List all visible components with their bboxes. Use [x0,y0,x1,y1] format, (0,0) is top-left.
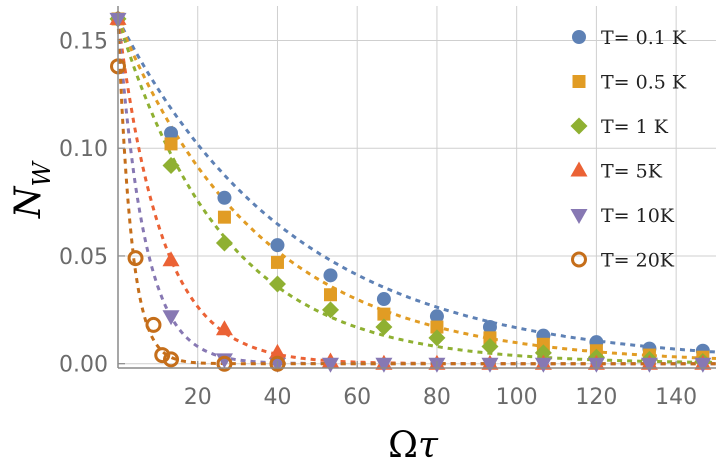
data-points [109,9,712,373]
legend-label: T= 0.1 K [601,27,687,49]
data-point [154,347,171,364]
legend-label: T= 5K [601,161,663,183]
data-point [377,307,391,321]
data-point [694,357,712,373]
data-point [376,292,391,307]
data-point [217,210,231,224]
data-point [164,126,179,141]
y-tick-label: 0.05 [59,245,108,270]
data-point [268,343,286,359]
axes [117,6,716,369]
tick-labels: 20 40 60 80 100 120 140 0.00 0.05 0.10 0.15 [59,29,697,410]
x-tick-label: 100 [496,385,538,410]
data-point [323,288,337,302]
data-point [534,357,552,373]
data-point [481,337,499,355]
legend-marker [570,209,588,224]
legend-label: T= 20K [601,250,675,272]
data-point [216,355,233,372]
x-tick-label: 60 [343,385,371,410]
x-axis-title-main: Ω [388,425,418,466]
data-point [536,337,550,351]
data-point [321,357,339,373]
x-axis-title-sub: τ [418,425,439,466]
legend-marker [571,251,587,268]
y-axis-title-main: N [8,185,49,219]
data-point [428,329,446,347]
x-tick-label: 20 [184,385,212,410]
data-point [483,331,497,345]
data-point [127,250,144,267]
data-point [375,357,393,373]
data-point [215,320,233,336]
data-point [162,310,180,326]
grid [118,6,716,368]
y-axis-title: NW [8,160,56,220]
fit-curve [116,18,717,354]
data-point [145,316,162,333]
data-point [269,355,286,372]
data-point [162,251,180,267]
legend-marker [570,117,588,135]
data-point [215,234,233,252]
data-point [164,137,178,151]
data-point [321,301,339,319]
data-point [430,320,444,334]
legend-label: T= 1 K [601,116,669,138]
x-axis-title: Ωτ [388,425,439,466]
fit-curve [116,18,717,360]
legend-marker [572,75,586,88]
data-point [270,255,284,269]
x-tick-label: 120 [575,385,617,410]
y-tick-label: 0.00 [59,353,108,378]
data-point [217,190,232,205]
data-point [270,238,285,253]
fit-curve [116,18,716,366]
data-point [163,351,180,368]
y-axis-title-sub: W [28,160,56,187]
x-tick-label: 40 [263,385,291,410]
data-point [268,275,286,293]
legend-marker [572,30,586,44]
legend-label: T= 0.5 K [601,72,687,94]
legend: T= 0.1 K T= 0.5 K T= 1 K T= 5K T= 10K T= 20K [570,27,687,272]
legend-label: T= 10K [601,205,675,227]
data-point [482,320,497,335]
fit-curve [116,18,716,364]
data-point [323,268,338,283]
data-point [640,357,658,373]
y-tick-label: 0.15 [59,29,108,54]
y-tick-label: 0.10 [59,137,108,162]
data-point [375,318,393,336]
data-point [481,357,499,373]
legend-marker [570,161,588,177]
data-point [429,309,444,324]
x-tick-label: 80 [423,385,451,410]
x-tick-label: 140 [655,385,697,410]
data-point [162,156,180,174]
fit-curves [116,18,717,366]
data-point [534,344,552,362]
